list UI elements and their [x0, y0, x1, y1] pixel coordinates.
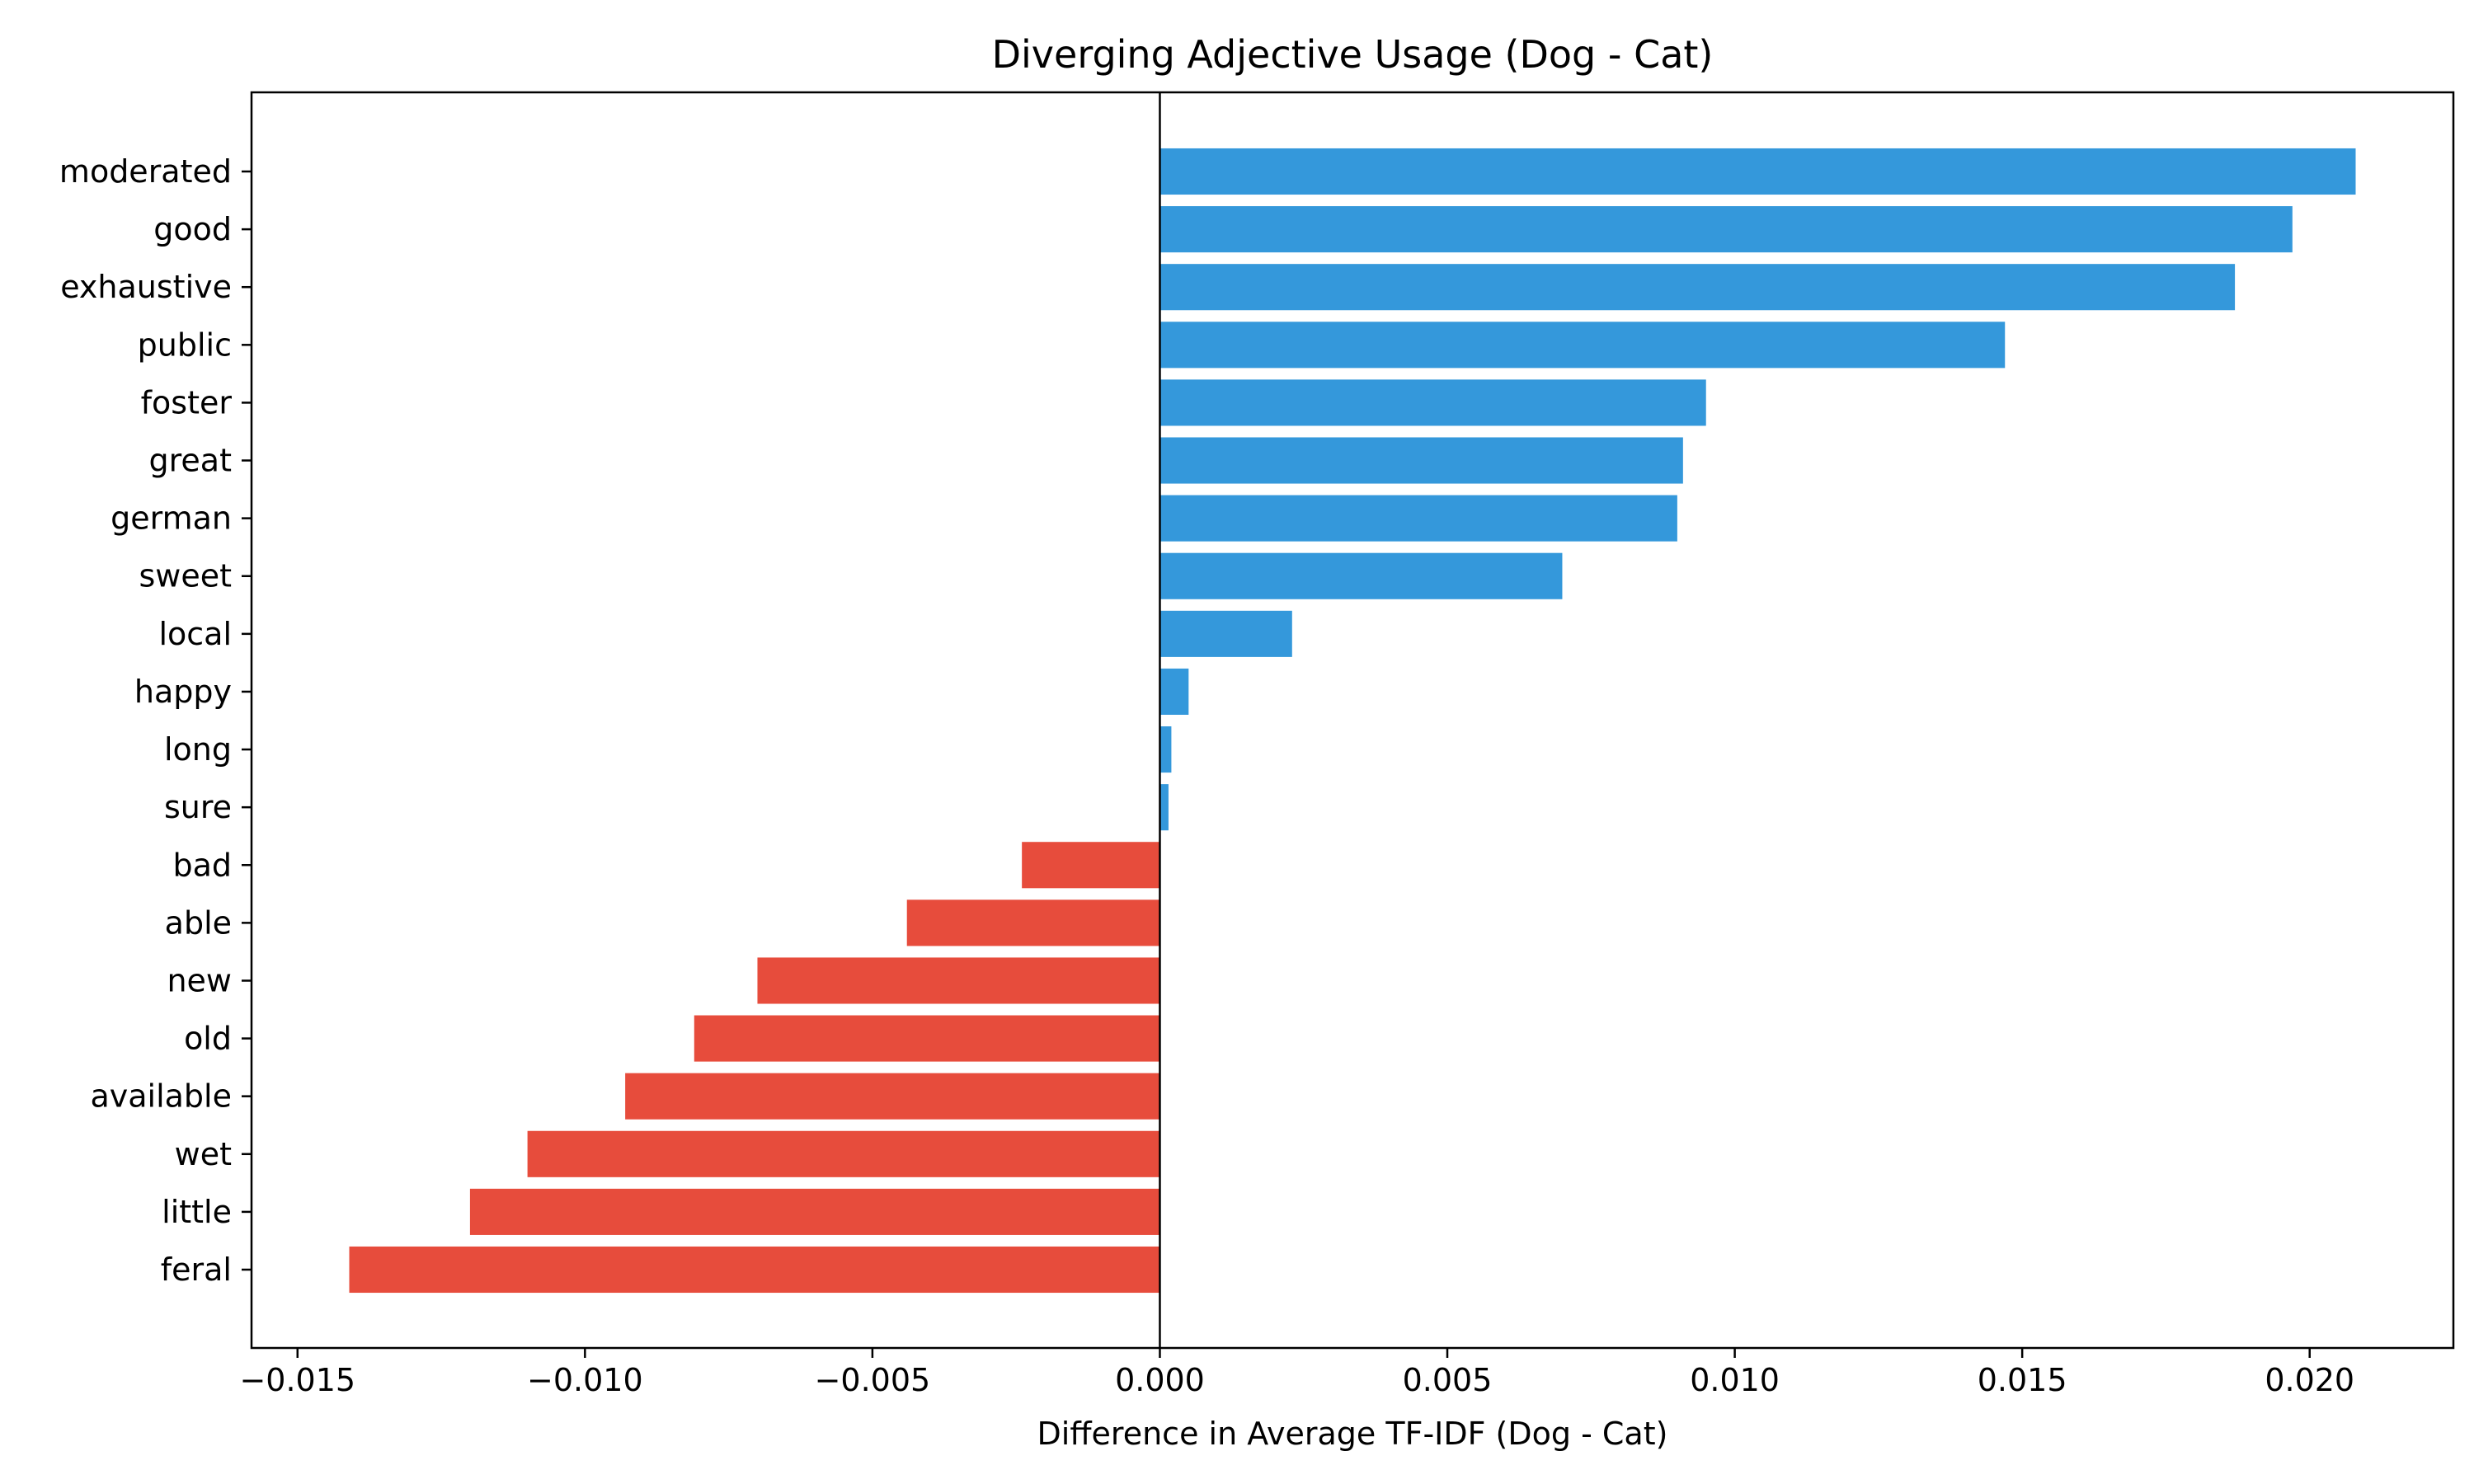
bar-happy [1159, 668, 1189, 715]
bar-great [1159, 437, 1683, 484]
x-axis-label: Difference in Average TF-IDF (Dog - Cat) [1037, 1416, 1668, 1452]
bar-bad [1022, 842, 1160, 889]
y-tick-label: moderated [59, 153, 232, 190]
y-tick-label: great [149, 443, 232, 479]
y-tick-label: bad [172, 847, 232, 883]
y-tick-label: available [90, 1078, 232, 1115]
x-tick-label: −0.015 [239, 1362, 355, 1398]
y-tick-label: new [167, 962, 232, 998]
y-tick-label: wet [175, 1136, 232, 1172]
bar-moderated [1159, 148, 2356, 195]
bar-sure [1159, 784, 1169, 831]
x-tick-label: −0.005 [815, 1362, 931, 1398]
bar-old [694, 1015, 1160, 1062]
y-tick-label: german [111, 500, 232, 537]
x-tick-label: −0.010 [527, 1362, 643, 1398]
bar-sweet [1159, 552, 1563, 599]
plot-frame [250, 91, 2455, 1350]
y-tick-label: happy [134, 674, 232, 710]
y-tick-label: little [162, 1194, 232, 1230]
bar-feral [349, 1246, 1160, 1294]
bar-new [757, 957, 1160, 1004]
y-tick-label: feral [161, 1252, 232, 1288]
x-tick-label: 0.005 [1403, 1362, 1493, 1398]
y-tick-label: sure [164, 789, 232, 825]
y-axis: moderated good exhaustive public foster great… [59, 153, 252, 1288]
bar-available [625, 1073, 1160, 1120]
x-axis: −0.015 −0.010 −0.005 0.000 0.005 0.010 0.015 0.… [239, 1348, 2354, 1398]
bar-group [349, 148, 2356, 1294]
y-tick-label: good [153, 211, 232, 247]
x-tick-label: 0.015 [1978, 1362, 2067, 1398]
y-tick-label: exhaustive [60, 269, 232, 305]
x-tick-label: 0.000 [1115, 1362, 1205, 1398]
bar-german [1159, 495, 1677, 542]
bar-good [1159, 206, 2293, 253]
bar-able [906, 899, 1160, 946]
bar-exhaustive [1159, 264, 2236, 311]
bar-wet [527, 1130, 1160, 1177]
y-tick-label: old [184, 1021, 232, 1057]
y-tick-label: long [164, 731, 232, 768]
bar-foster [1159, 379, 1706, 426]
x-tick-label: 0.020 [2265, 1362, 2354, 1398]
y-tick-label: able [165, 904, 232, 941]
bar-long [1159, 726, 1172, 773]
y-tick-label: local [158, 616, 232, 652]
y-tick-label: sweet [139, 558, 232, 594]
y-tick-label: foster [141, 384, 233, 420]
bar-local [1159, 610, 1292, 657]
bar-little [469, 1188, 1160, 1235]
x-tick-label: 0.010 [1690, 1362, 1780, 1398]
y-tick-label: public [138, 326, 232, 363]
bar-public [1159, 322, 2006, 369]
chart-title: Diverging Adjective Usage (Dog - Cat) [992, 32, 1714, 77]
